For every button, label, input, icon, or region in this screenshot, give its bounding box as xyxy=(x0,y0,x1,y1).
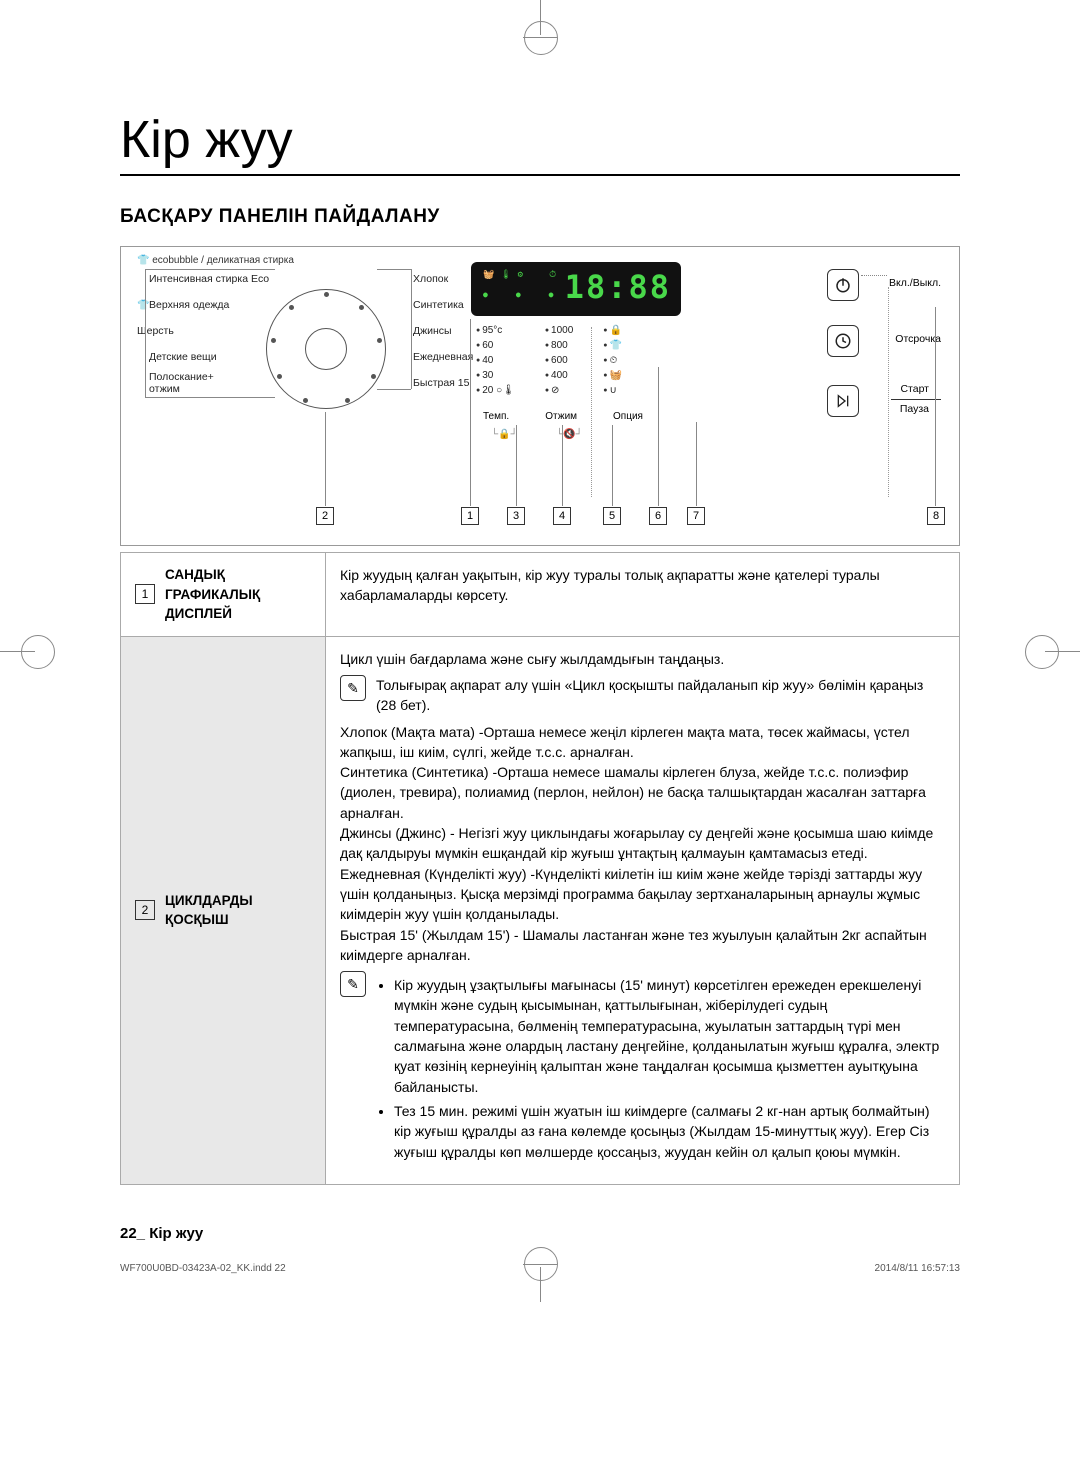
callout-1: 1 xyxy=(461,507,479,525)
program-desc: Хлопок (Мақта мата) -Орташа немесе жеңіл… xyxy=(340,722,945,763)
program-label: Верхняя одежда xyxy=(149,299,229,311)
section-heading: БАСҚАРУ ПАНЕЛІН ПАЙДАЛАНУ xyxy=(120,206,960,228)
program-desc: Быстрая 15' (Жылдам 15') - Шамалы ластан… xyxy=(340,925,945,966)
table-row: 1 САНДЫҚ ГРАФИКАЛЫҚ ДИСПЛЕЙ Кір жуудың қ… xyxy=(121,553,960,637)
digital-display: 🧺🌡⚙⏱ ●●● 18:88 xyxy=(471,262,681,316)
page-number: 22_ xyxy=(120,1225,145,1242)
option-column: 🔒 👕 ⏲ 🧺 ∪ xyxy=(603,325,622,396)
callout-6: 6 xyxy=(649,507,667,525)
cycle-intro: Цикл үшін бағдарлама және сығу жылдамдығ… xyxy=(340,649,945,669)
table-row: 2 ЦИКЛДАРДЫ ҚОСҚЫШ Цикл үшін бағдарлама … xyxy=(121,636,960,1184)
program-label: Ежедневная xyxy=(413,351,473,363)
eco-bubble-label: 👕 ecobubble / деликатная стирка xyxy=(137,255,294,266)
imprint-file: WF700U0BD-03423A-02_KK.indd 22 xyxy=(120,1263,286,1274)
imprint-line: WF700U0BD-03423A-02_KK.indd 22 2014/8/11… xyxy=(120,1263,960,1274)
program-desc: Джинсы (Джинс) - Негізгі жуу циклындағы … xyxy=(340,823,945,864)
callout-3: 3 xyxy=(507,507,525,525)
row-label: ЦИКЛДАРДЫ ҚОСҚЫШ xyxy=(165,891,311,930)
row-number: 2 xyxy=(135,900,155,920)
program-label: Быстрая 15' xyxy=(413,377,471,389)
callout-7: 7 xyxy=(687,507,705,525)
program-dial[interactable] xyxy=(266,289,386,409)
row-description: Кір жуудың қалған уақытын, кір жуу турал… xyxy=(326,553,960,637)
option-columns: 95°c 60 40 30 20 ○🌡 1000 800 600 400 ⊘ 🔒… xyxy=(476,325,622,396)
display-time: 18:88 xyxy=(565,268,671,306)
callout-2: 2 xyxy=(316,507,334,525)
callout-8: 8 xyxy=(927,507,945,525)
page-footer: 22_ Кір жуу xyxy=(120,1225,960,1242)
start-label: Старт xyxy=(900,383,929,395)
note-icon: ✎ xyxy=(340,675,366,701)
note-text: Толығырақ ақпарат алу үшін «Цикл қосқышт… xyxy=(376,675,945,716)
row-label: САНДЫҚ ГРАФИКАЛЫҚ ДИСПЛЕЙ xyxy=(165,565,311,624)
program-desc: Ежедневная (Күнделікті жуу) -Күнделікті … xyxy=(340,864,945,925)
footer-title: Кір жуу xyxy=(149,1225,203,1242)
note-icon: ✎ xyxy=(340,971,366,997)
program-label: Джинсы xyxy=(413,325,452,337)
option-headers: Темп. Отжим Опция xyxy=(483,411,643,422)
row-number: 1 xyxy=(135,584,155,604)
delay-button[interactable] xyxy=(827,325,859,357)
imprint-date: 2014/8/11 16:57:13 xyxy=(875,1263,960,1274)
program-label: Шерсть xyxy=(137,325,174,337)
callout-4: 4 xyxy=(553,507,571,525)
program-label: Интенсивная стирка Eco xyxy=(149,273,269,285)
callout-5: 5 xyxy=(603,507,621,525)
page: Кір жуу БАСҚАРУ ПАНЕЛІН ПАЙДАЛАНУ 👕 ecob… xyxy=(0,0,1080,1302)
play-pause-icon xyxy=(835,393,851,409)
display-status-icons: 🧺🌡⚙⏱ xyxy=(483,270,556,280)
spin-column: 1000 800 600 400 ⊘ xyxy=(545,325,573,396)
temp-column: 95°c 60 40 30 20 ○🌡 xyxy=(476,325,515,396)
program-desc: Синтетика (Синтетика) -Орташа немесе шам… xyxy=(340,762,945,823)
start-pause-button[interactable] xyxy=(827,385,859,417)
note-block: ✎ Кір жуудың ұзақтылығы мағынасы (15' ми… xyxy=(340,971,945,1166)
description-table: 1 САНДЫҚ ГРАФИКАЛЫҚ ДИСПЛЕЙ Кір жуудың қ… xyxy=(120,552,960,1185)
note-block: ✎ Толығырақ ақпарат алу үшін «Цикл қосқы… xyxy=(340,675,945,716)
pause-label: Пауза xyxy=(900,403,929,415)
power-icon xyxy=(834,276,852,294)
program-label: Детские вещи xyxy=(149,351,217,363)
power-label: Вкл./Выкл. xyxy=(889,277,941,289)
note-bullet: Тез 15 мин. режимі үшін жуатын іш киімде… xyxy=(394,1101,945,1162)
note-bullet: Кір жуудың ұзақтылығы мағынасы (15' мину… xyxy=(394,975,945,1097)
program-label: Полоскание+ отжим xyxy=(149,371,239,395)
control-panel-diagram: 👕 ecobubble / деликатная стирка Интенсив… xyxy=(120,246,960,546)
program-label: Хлопок xyxy=(413,273,448,285)
page-title: Кір жуу xyxy=(120,110,960,176)
clock-icon xyxy=(834,332,852,350)
power-button[interactable] xyxy=(827,269,859,301)
program-label: Синтетика xyxy=(413,299,464,311)
